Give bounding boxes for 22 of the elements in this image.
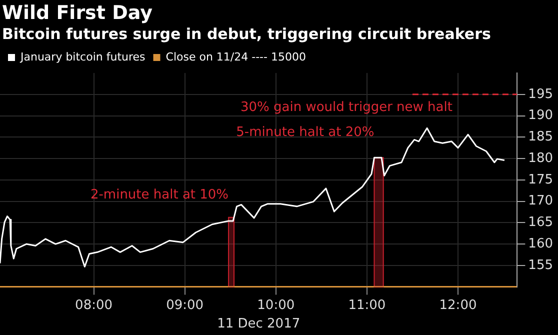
y-tick-label: 190 bbox=[528, 108, 554, 124]
annotation: 2-minute halt at 10% bbox=[90, 187, 229, 202]
x-tick-label: 11:00 bbox=[348, 298, 386, 313]
y-tick-label: 180 bbox=[528, 150, 554, 166]
y-tick-label: 175 bbox=[528, 172, 554, 188]
x-tick-label: 09:00 bbox=[166, 298, 204, 313]
y-tick-label: 160 bbox=[528, 236, 554, 252]
legend-label: January bitcoin futures bbox=[20, 50, 146, 64]
chart-title: Wild First Day bbox=[2, 2, 154, 24]
annotation: 5-minute halt at 20% bbox=[236, 124, 374, 140]
y-tick-label: 195 bbox=[528, 86, 554, 102]
y-tick-label: 170 bbox=[528, 194, 554, 209]
x-axis-title: 11 Dec 2017 bbox=[217, 316, 300, 332]
chart-subtitle: Bitcoin futures surge in debut, triggering circuit breakers bbox=[2, 24, 492, 44]
legend-label: Close on 11/24 ---- 15000 bbox=[166, 50, 306, 64]
x-tick-label: 10:00 bbox=[257, 298, 295, 313]
y-tick-label: 165 bbox=[528, 215, 554, 230]
annotation: 30% gain would trigger new halt bbox=[240, 100, 452, 115]
y-tick-label: 185 bbox=[528, 130, 554, 145]
x-tick-label: 08:00 bbox=[75, 298, 113, 313]
y-tick-label: 155 bbox=[528, 258, 554, 273]
x-tick-label: 12:00 bbox=[439, 298, 477, 313]
